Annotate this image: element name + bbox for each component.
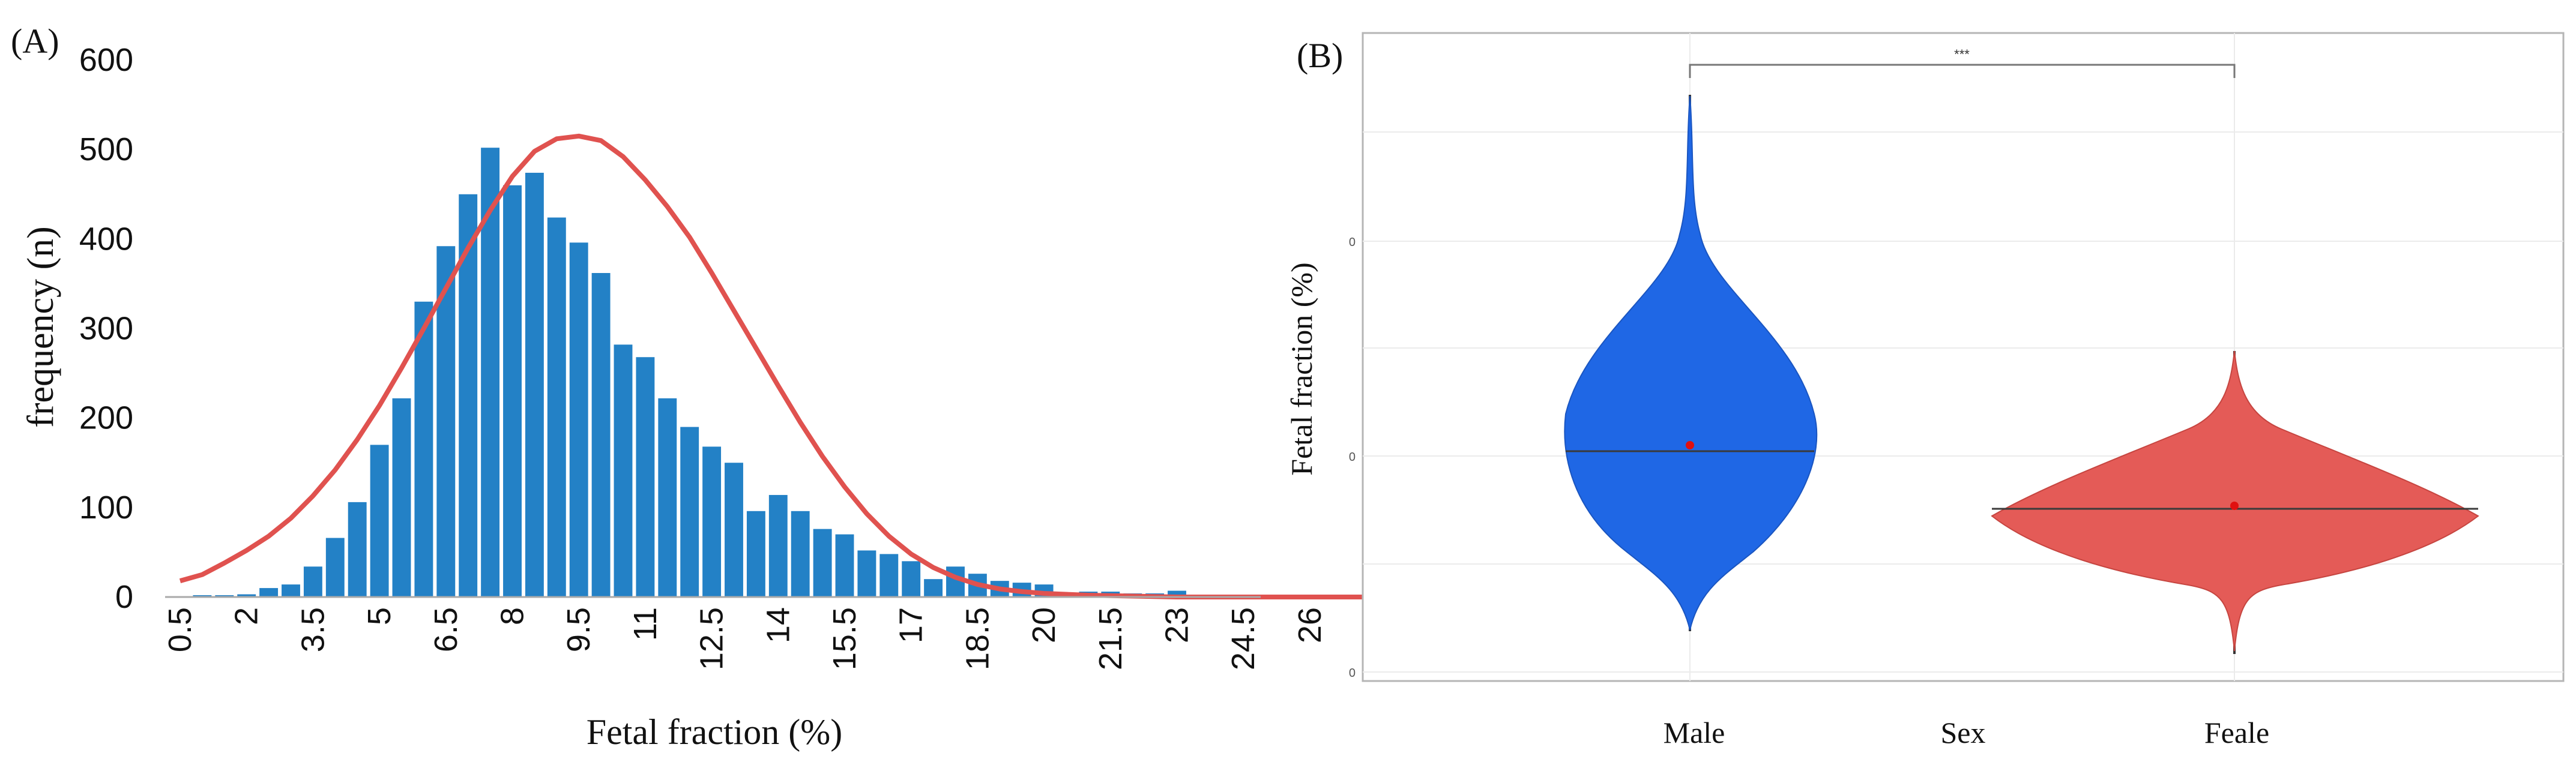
histogram-bar <box>259 588 279 597</box>
histogram-bar <box>658 398 677 597</box>
histogram-bar <box>237 594 256 597</box>
histogram-bar <box>591 273 611 597</box>
female-violin <box>1991 350 2479 652</box>
panel-a-y-tick-label: 600 <box>79 42 133 78</box>
panel-a-y-axis-title: frequency (n) <box>20 226 61 428</box>
panel-a-x-tick-label: 2 <box>229 607 265 625</box>
histogram-bar <box>791 511 810 597</box>
histogram-bar <box>459 194 478 597</box>
panel-a-x-tick-label: 20 <box>1026 607 1062 643</box>
histogram-bar <box>902 561 921 597</box>
panel-a-x-tick-label: 26 <box>1292 607 1328 643</box>
male-violin <box>1564 95 1818 631</box>
panel-b-y-tick-label: 0 <box>1349 236 1356 249</box>
panel-a-x-axis-title: Fetal fraction (%) <box>587 712 842 752</box>
panel-b-label: (B) <box>1297 36 1343 75</box>
histogram-bar <box>636 357 655 597</box>
histogram-bar <box>569 242 588 597</box>
panel-a-x-tick-label: 23 <box>1159 607 1195 643</box>
panel-a-x-tick-label: 17 <box>893 607 929 643</box>
panel-b-y-ticks: 0 0 0 <box>1349 236 1356 680</box>
panel-a-fit-curve <box>179 133 1399 599</box>
panel-a-bars <box>170 148 1408 597</box>
panel-b-x-axis-title: Sex <box>1941 716 1986 749</box>
panel-a-y-tick-label: 200 <box>79 400 133 436</box>
histogram-bar <box>282 584 300 597</box>
panel-a-x-tick-label: 24.5 <box>1225 607 1261 670</box>
histogram-bar <box>547 217 566 597</box>
female-mean-marker <box>2230 502 2239 510</box>
panel-a-x-tick-label: 8 <box>495 607 531 625</box>
histogram-bar <box>525 172 544 597</box>
histogram-bar <box>924 579 943 597</box>
histogram-bar <box>392 398 411 597</box>
histogram-bar <box>835 534 854 597</box>
male-mean-marker <box>1686 441 1694 449</box>
histogram-bar <box>680 427 699 597</box>
panel-a-x-tick-label: 21.5 <box>1093 607 1129 670</box>
panel-b-x-category-female: Feale <box>2204 716 2269 749</box>
histogram-bar <box>370 445 389 597</box>
histogram-bar <box>746 511 765 597</box>
histogram-bar <box>857 550 876 597</box>
panel-b-significance-bracket <box>1689 64 2236 78</box>
histogram-bar <box>481 148 500 597</box>
histogram-bar <box>436 246 456 597</box>
panel-a-y-tick-label: 400 <box>79 221 133 257</box>
histogram-bar <box>879 554 899 597</box>
panel-b-violin: (B) 0 0 0 *** M <box>1285 32 2565 749</box>
normal-fit-line <box>179 133 1399 599</box>
panel-a-x-tick-label: 11 <box>627 607 663 641</box>
panel-b-y-tick-label: 0 <box>1349 667 1356 680</box>
histogram-bar <box>414 301 433 597</box>
histogram-bar <box>813 529 832 597</box>
panel-a-x-tick-label: 14 <box>760 607 796 643</box>
panel-a-x-tick-label: 6.5 <box>428 607 464 652</box>
panel-a-x-axis: 0.5 2 3.5 5 6.5 8 9.5 11 12.5 14 15.5 17 18.5 20 21.5 2… <box>162 607 1395 670</box>
panel-a-x-tick-label: 0.5 <box>162 607 198 652</box>
panel-b-y-axis-title: Fetal fraction (%) <box>1285 262 1318 475</box>
panel-b-y-tick-label: 0 <box>1349 451 1356 464</box>
panel-a-y-tick-label: 300 <box>79 311 133 347</box>
panel-a-y-tick-label: 100 <box>79 490 133 526</box>
panel-b-significance-label: *** <box>1954 47 1970 62</box>
panel-a-label: (A) <box>11 22 59 61</box>
histogram-bar <box>1168 590 1186 597</box>
panel-a-x-tick-label: 18.5 <box>959 607 995 670</box>
panel-a-y-tick-label: 500 <box>79 131 133 167</box>
histogram-bar <box>614 344 633 597</box>
histogram-bar <box>348 502 367 597</box>
panel-a-x-tick-label: 12.5 <box>694 607 730 670</box>
histogram-bar <box>503 185 522 597</box>
panel-b-x-category-male: Male <box>1664 716 1725 749</box>
panel-a-y-axis: 0 100 200 300 400 500 600 <box>79 42 133 615</box>
panel-a-y-tick-label: 0 <box>115 579 133 615</box>
histogram-bar <box>768 494 788 597</box>
panel-b-plot-area <box>1362 32 2565 682</box>
panel-a-x-tick-label: 15.5 <box>827 607 863 670</box>
histogram-bar <box>702 446 722 597</box>
histogram-bar <box>725 463 743 597</box>
histogram-bar <box>303 566 322 597</box>
panel-a-x-tick-label: 9.5 <box>561 607 597 652</box>
histogram-bar <box>325 538 345 597</box>
panel-a-x-tick-label: 5 <box>361 607 397 625</box>
panel-a-x-tick-label: 3.5 <box>295 607 331 652</box>
